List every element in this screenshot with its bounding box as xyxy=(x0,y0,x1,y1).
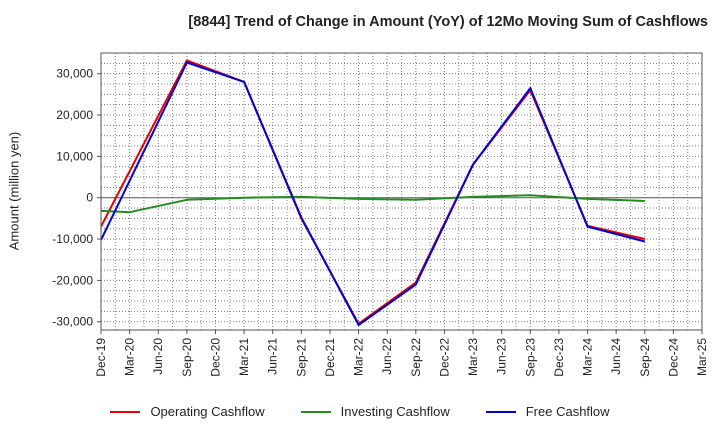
x-tick-label: Jun-23 xyxy=(495,338,509,375)
legend: Operating Cashflow Investing Cashflow Fr… xyxy=(0,404,720,419)
grid xyxy=(100,53,703,330)
x-tick-label: Mar-20 xyxy=(123,338,137,376)
x-tick-label: Mar-24 xyxy=(581,338,595,376)
x-tick-label: Dec-19 xyxy=(94,338,108,377)
legend-swatch-investing xyxy=(300,410,331,413)
legend-item-investing: Investing Cashflow xyxy=(300,404,450,419)
x-tick-label: Mar-25 xyxy=(695,338,709,376)
x-tick-label: Dec-20 xyxy=(208,338,222,377)
x-tick-label: Jun-21 xyxy=(266,338,280,375)
series-layer xyxy=(100,59,646,326)
investing-cashflow-line xyxy=(100,194,645,214)
x-tick-label: Dec-24 xyxy=(666,338,680,377)
legend-label-investing: Investing Cashflow xyxy=(340,404,450,419)
x-tick-label: Mar-22 xyxy=(352,338,366,376)
y-tick-label: 20,000 xyxy=(56,108,93,122)
chart-title: [8844] Trend of Change in Amount (YoY) o… xyxy=(188,14,708,30)
x-tick-label: Dec-21 xyxy=(323,338,337,377)
y-tick-label: 30,000 xyxy=(56,67,93,81)
y-tick-label: 10,000 xyxy=(56,149,93,163)
legend-label-operating: Operating Cashflow xyxy=(150,404,265,419)
x-tick-label: Dec-23 xyxy=(552,338,566,377)
y-tick-label: 0 xyxy=(86,191,93,205)
x-tick-label: Mar-21 xyxy=(237,338,251,376)
y-tick-label: -20,000 xyxy=(52,273,93,287)
x-tick-label: Sep-22 xyxy=(409,338,423,377)
y-tick-label: -10,000 xyxy=(52,232,93,246)
x-tick-label: Jun-20 xyxy=(151,338,165,375)
y-tick-label: -30,000 xyxy=(52,315,93,329)
x-tick-label: Mar-23 xyxy=(466,338,480,376)
plot-frame xyxy=(100,52,703,331)
legend-swatch-free xyxy=(485,410,516,413)
x-tick-label: Sep-23 xyxy=(523,338,537,377)
legend-item-operating: Operating Cashflow xyxy=(110,404,265,419)
x-tick-label: Sep-21 xyxy=(294,338,308,377)
x-tick-label: Sep-24 xyxy=(638,338,652,377)
free-cashflow-line xyxy=(100,61,646,326)
axis-layer: 30,000 20,000 10,000 0 -10,000 -20,000 -30,000… xyxy=(52,52,709,377)
x-tick-label: Dec-22 xyxy=(437,338,451,377)
legend-label-free: Free Cashflow xyxy=(525,404,610,419)
x-tick-label: Jun-22 xyxy=(380,338,394,375)
legend-swatch-operating xyxy=(110,410,141,413)
x-tick-label: Sep-20 xyxy=(180,338,194,377)
x-tick-label: Jun-24 xyxy=(609,338,623,375)
legend-item-free: Free Cashflow xyxy=(485,404,610,419)
